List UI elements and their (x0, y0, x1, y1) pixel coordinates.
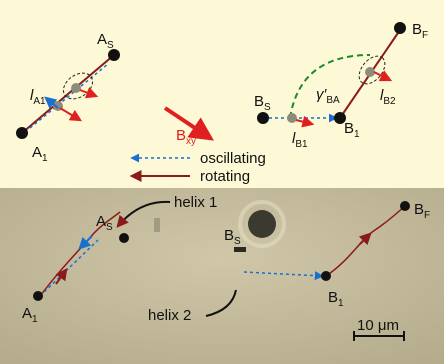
label-part: B2 (383, 96, 396, 107)
label-part: F (422, 30, 428, 41)
label-part: A1 (33, 96, 46, 107)
label-part: B (328, 289, 338, 306)
label-part: B (176, 127, 186, 144)
label-part: B (412, 21, 422, 38)
label-part: A (96, 213, 106, 230)
label-part: A (32, 144, 42, 161)
label-part: 1 (42, 153, 48, 164)
label-part: S (234, 236, 241, 247)
label-part: BA (326, 95, 340, 106)
label-part: S (264, 102, 271, 113)
annotation: helix 1 (174, 194, 217, 211)
label-part: S (106, 222, 113, 233)
figure: AS A1 lA1 Bxy BS B1 BF lB1 lB2 γ′BA osci… (0, 0, 444, 364)
label-part: xy (186, 136, 196, 147)
label-part: B (414, 201, 424, 218)
label-part: 1 (338, 298, 344, 309)
legend-label: oscillating (200, 150, 266, 167)
annotation: helix 2 (148, 307, 191, 324)
label-part: B1 (295, 139, 308, 150)
label-part: A (97, 31, 107, 48)
label-part: 1 (32, 314, 38, 325)
label-part: F (424, 210, 430, 221)
label-part: B (224, 227, 234, 244)
label-part: S (107, 40, 114, 51)
scale-bar-label: 10 μm (357, 317, 399, 334)
label-part: B (344, 120, 354, 137)
legend-label: rotating (200, 168, 250, 185)
label-part: B (254, 93, 264, 110)
label-part: A (22, 305, 32, 322)
label-part: 1 (354, 129, 360, 140)
micrograph (0, 188, 444, 364)
